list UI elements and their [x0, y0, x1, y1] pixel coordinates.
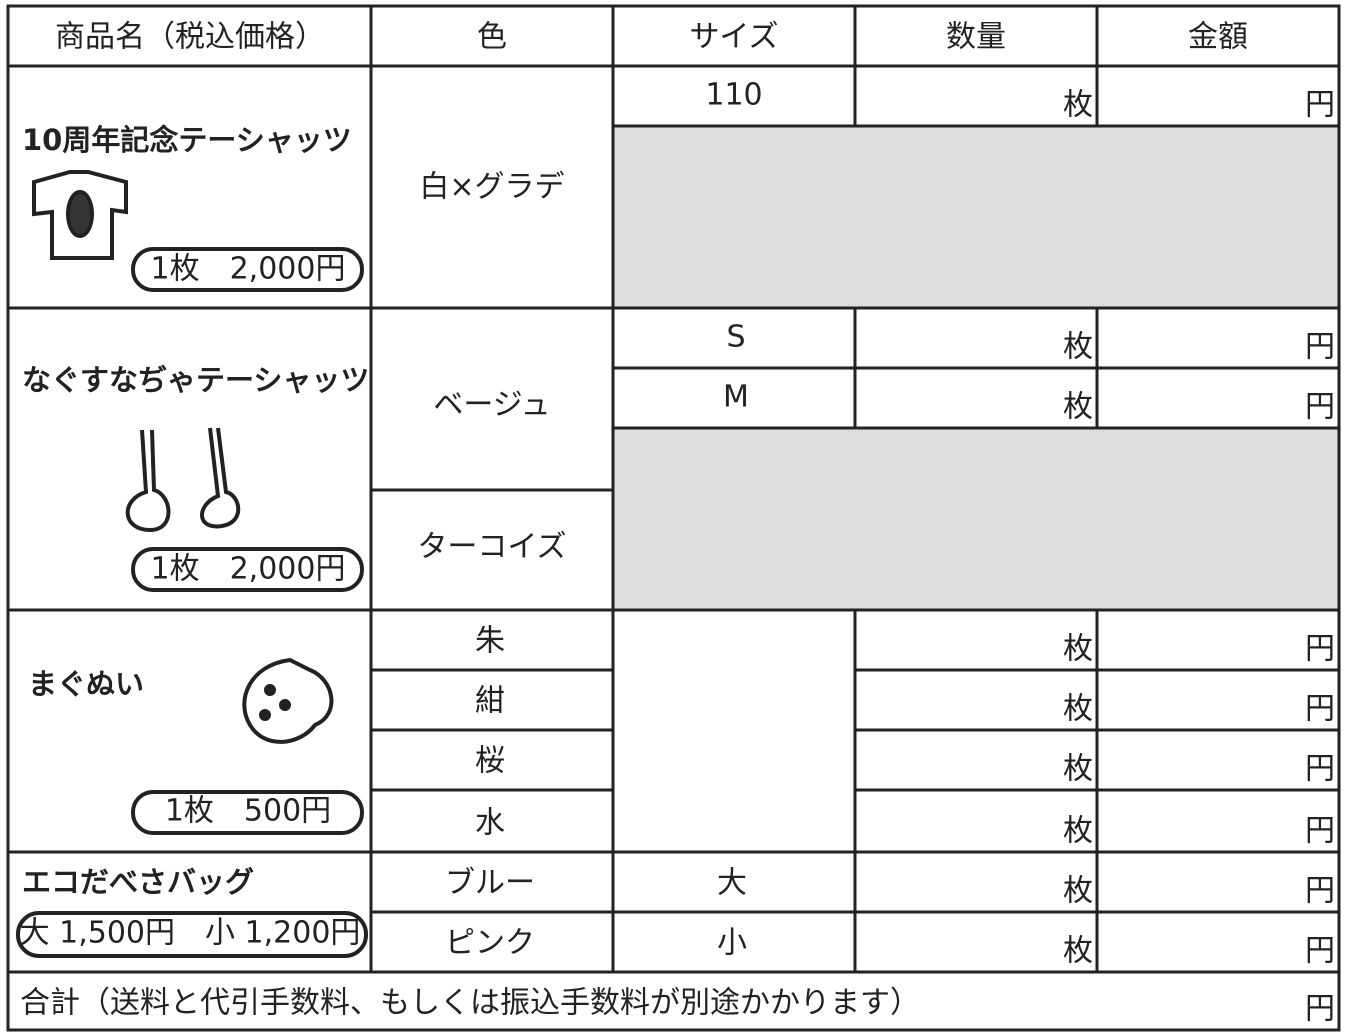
header-cell: サイズ	[689, 20, 778, 55]
product-price: 1枚 2,000円	[151, 552, 346, 587]
quantity-unit: 枚	[1063, 814, 1093, 849]
color: ピンク	[445, 926, 535, 961]
quantity-unit: 枚	[1063, 390, 1093, 425]
quantity-unit: 枚	[1063, 692, 1093, 727]
quantity-unit: 枚	[1063, 632, 1093, 667]
disabled-cell	[613, 126, 1339, 308]
header-cell: 数量	[946, 20, 1006, 55]
product-price: 大 1,500円 小 1,200円	[20, 916, 361, 951]
amount-unit: 円	[1305, 88, 1335, 123]
quantity-unit: 枚	[1063, 752, 1093, 787]
color: 紺	[475, 684, 505, 719]
quantity-unit: 枚	[1063, 934, 1093, 969]
quantity-unit: 枚	[1063, 88, 1093, 123]
header-cell: 商品名（税込価格）	[55, 20, 325, 55]
size: M	[723, 380, 749, 415]
color: ターコイズ	[417, 530, 566, 565]
header-cell: 色	[477, 20, 507, 55]
product-name: 10周年記念テーシャッツ	[22, 123, 352, 157]
color: ブルー	[445, 866, 535, 901]
amount-unit: 円	[1305, 692, 1335, 727]
amount-unit: 円	[1305, 390, 1335, 425]
product-price: 1枚 500円	[165, 794, 331, 829]
amount-unit: 円	[1305, 632, 1335, 667]
product-price: 1枚 2,000円	[151, 252, 346, 287]
quantity-unit: 枚	[1063, 874, 1093, 909]
header-cell: 金額	[1188, 20, 1248, 55]
product-name: エコだべさバッグ	[22, 865, 254, 899]
illustrations	[16, 170, 368, 958]
quantity-unit: 枚	[1063, 330, 1093, 365]
amount-unit: 円	[1305, 752, 1335, 787]
color: ベージュ	[433, 388, 550, 423]
color: 桜	[475, 744, 505, 779]
color: 白×グラデ	[419, 170, 564, 205]
amount-unit: 円	[1305, 992, 1335, 1027]
product-name: なぐすなぢゃテーシャッツ	[22, 363, 369, 397]
product-name: まぐぬい	[28, 667, 144, 701]
size: 小	[717, 926, 747, 961]
color: 水	[475, 806, 505, 841]
disabled-cell	[613, 428, 1339, 610]
amount-unit: 円	[1305, 330, 1335, 365]
grid	[6, 4, 1341, 1032]
total-label: 合計（送料と代引手数料、もしくは振込手数料が別途かかります）	[20, 986, 920, 1021]
size: S	[726, 320, 745, 355]
amount-unit: 円	[1305, 934, 1335, 969]
size: 大	[717, 866, 747, 901]
size: 110	[705, 78, 762, 113]
color: 朱	[475, 624, 505, 659]
amount-unit: 円	[1305, 874, 1335, 909]
amount-unit: 円	[1305, 814, 1335, 849]
